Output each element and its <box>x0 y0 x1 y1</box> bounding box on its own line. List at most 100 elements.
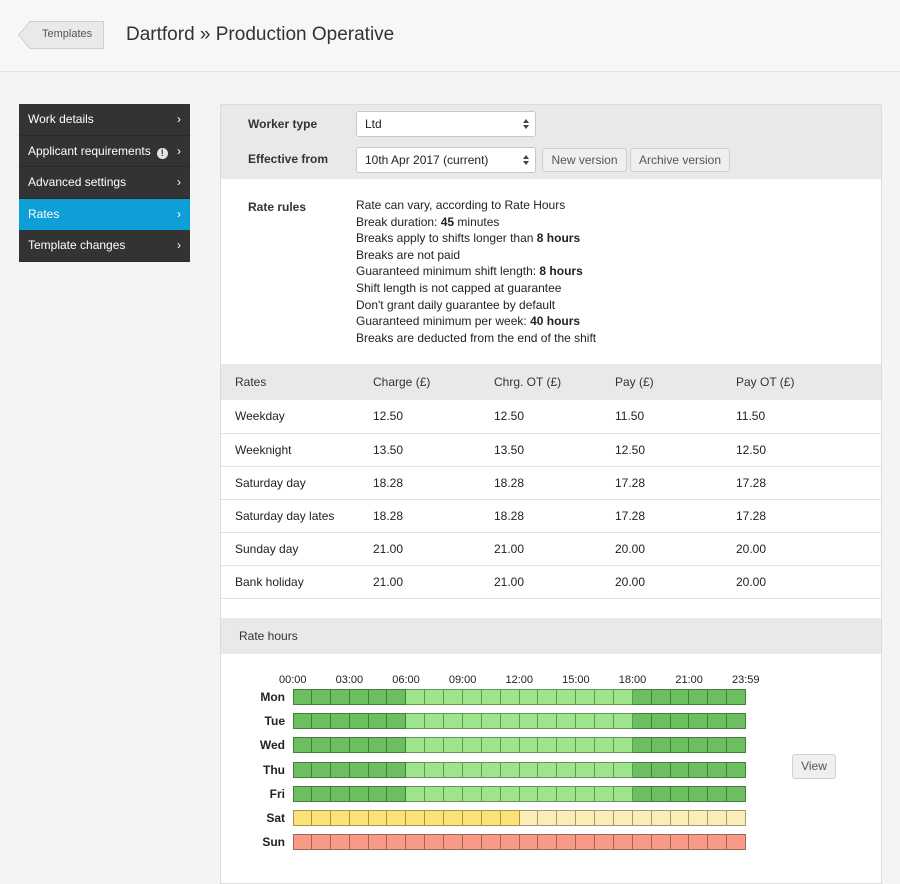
table-row: Weeknight 13.50 13.50 12.50 12.50 <box>221 433 881 467</box>
hour-cell-weekday <box>595 713 614 730</box>
hour-cell-weeknight <box>632 761 652 778</box>
sidebar-item-advanced-settings[interactable]: Advanced settings › <box>19 167 190 199</box>
rate-rule-value: 45 <box>440 214 455 229</box>
hour-tick-label: 21:00 <box>675 674 703 686</box>
hour-cell-sunday <box>576 834 595 851</box>
day-label: Fri <box>269 786 285 801</box>
hour-cell-sunday <box>311 834 331 851</box>
hour-cell-weeknight <box>689 713 709 730</box>
rate-value-cell: 13.50 <box>373 433 494 467</box>
hour-cell-weekday <box>538 761 558 778</box>
back-to-templates-button[interactable]: Templates <box>18 21 104 49</box>
hour-cell-weeknight <box>632 713 652 730</box>
rate-rule-text: Breaks apply to shifts longer than <box>356 231 537 246</box>
hour-cell-weeknight <box>670 785 690 802</box>
rate-value-cell: 21.00 <box>494 532 615 566</box>
hour-cell-weeknight <box>330 785 350 802</box>
rate-rule-value: 8 hours <box>536 231 581 246</box>
rate-rule-line: Breaks are deducted from the end of the … <box>356 330 596 347</box>
hour-cell-sunday <box>613 834 633 851</box>
column-header: Pay (£) <box>615 364 736 400</box>
hour-cell-weekday <box>538 737 558 754</box>
hour-cell-weeknight <box>708 737 728 754</box>
day-label: Mon <box>260 690 285 704</box>
new-version-button[interactable]: New version <box>542 148 627 172</box>
rate-name-cell: Sunday day <box>221 532 373 566</box>
hour-cell-sunday <box>330 834 350 851</box>
hour-cell-weeknight <box>387 689 407 705</box>
rate-hours-row <box>293 834 746 851</box>
hour-cell-weeknight <box>651 761 671 778</box>
hour-cell-saturday-day <box>462 810 482 826</box>
hour-cell-saturday-day <box>406 810 426 826</box>
hour-cell-weeknight <box>708 761 728 778</box>
effective-from-label: Effective from <box>248 152 329 166</box>
hour-tick-label: 12:00 <box>505 674 534 686</box>
chevron-right-icon: › <box>177 206 181 221</box>
hour-cell-weekday <box>557 737 577 754</box>
worker-type-select[interactable]: Ltd <box>356 111 536 137</box>
hour-cell-weekday <box>576 737 595 754</box>
sidebar-item-work-details[interactable]: Work details › <box>19 104 190 136</box>
rate-name-cell: Weekday <box>221 400 373 434</box>
hour-cell-saturday-lates <box>595 810 614 826</box>
hour-cell-weekday <box>444 713 463 730</box>
hour-cell-weekday <box>406 737 426 754</box>
hour-cell-weeknight <box>387 737 407 754</box>
rate-value-cell: 21.00 <box>494 565 615 599</box>
rate-rule-line: Guaranteed minimum shift length: 8 hours <box>356 263 596 280</box>
rate-value-cell: 21.00 <box>373 565 494 599</box>
select-arrows-icon <box>523 155 529 165</box>
sidebar-item-template-changes[interactable]: Template changes › <box>19 230 190 262</box>
hour-cell-weekday <box>613 737 633 754</box>
day-label: Sat <box>266 811 285 825</box>
hour-cell-weekday <box>406 689 426 705</box>
effective-from-select[interactable]: 10th Apr 2017 (current) <box>356 147 536 173</box>
sidebar-item-label: Applicant requirements <box>28 143 151 158</box>
hour-cell-saturday-lates <box>689 810 709 826</box>
hour-cell-weekday <box>500 689 520 705</box>
hour-cell-saturday-day <box>311 810 331 826</box>
rate-rule-text: Breaks are not paid <box>356 247 461 262</box>
sidebar-item-label: Rates <box>28 206 60 221</box>
rate-value-cell: 17.28 <box>615 466 736 500</box>
view-rate-hours-button[interactable]: View <box>792 754 836 779</box>
sidebar-item-applicant-requirements[interactable]: Applicant requirements! › <box>19 136 190 167</box>
worker-type-label: Worker type <box>248 117 318 131</box>
hour-cell-weeknight <box>330 761 350 778</box>
hour-cell-weeknight <box>670 713 690 730</box>
hour-cell-saturday-lates <box>708 810 728 826</box>
rate-rule-text: Shift length is not capped at guarantee <box>356 280 562 295</box>
sidebar-item-rates[interactable]: Rates › <box>19 198 190 230</box>
chevron-right-icon: › <box>177 238 181 252</box>
hour-cell-weeknight <box>349 761 369 778</box>
rate-rule-text: Breaks are deducted from the end of the … <box>356 330 597 345</box>
hour-cell-sunday <box>708 834 728 851</box>
table-row: Sunday day 21.00 21.00 20.00 20.00 <box>221 532 881 566</box>
hour-cell-weeknight <box>651 713 671 730</box>
hour-cell-weeknight <box>689 689 709 705</box>
rate-value-cell: 11.50 <box>615 400 736 434</box>
rate-name-cell: Weeknight <box>221 433 373 467</box>
hour-cell-sunday <box>481 834 501 851</box>
hour-cell-weekday <box>557 785 577 802</box>
rate-hours-row <box>293 737 746 754</box>
hour-cell-sunday <box>632 834 652 851</box>
hour-cell-sunday <box>406 834 426 851</box>
chevron-right-icon: › <box>177 175 181 189</box>
hour-cell-weeknight <box>689 737 709 754</box>
archive-version-button[interactable]: Archive version <box>630 148 730 172</box>
rate-value-cell: 20.00 <box>615 565 736 599</box>
sidebar-nav: Work details › Applicant requirements! › Adv… <box>19 104 190 262</box>
table-row: Saturday day 18.28 18.28 17.28 17.28 <box>221 466 881 500</box>
hour-cell-weekday <box>576 689 595 705</box>
hour-cell-weekday <box>519 737 539 754</box>
select-arrows-icon <box>523 119 529 129</box>
rates-table-header-row: Rates Charge (£) Chrg. OT (£) Pay (£) Pay OT… <box>221 364 881 400</box>
hour-cell-weekday <box>576 713 595 730</box>
hour-cell-saturday-day <box>500 810 520 826</box>
rate-rule-line: Guaranteed minimum per week: 40 hours <box>356 313 596 330</box>
rate-value-cell: 17.28 <box>736 499 881 533</box>
day-label: Tue <box>264 714 285 729</box>
hour-cell-weeknight <box>651 689 671 705</box>
